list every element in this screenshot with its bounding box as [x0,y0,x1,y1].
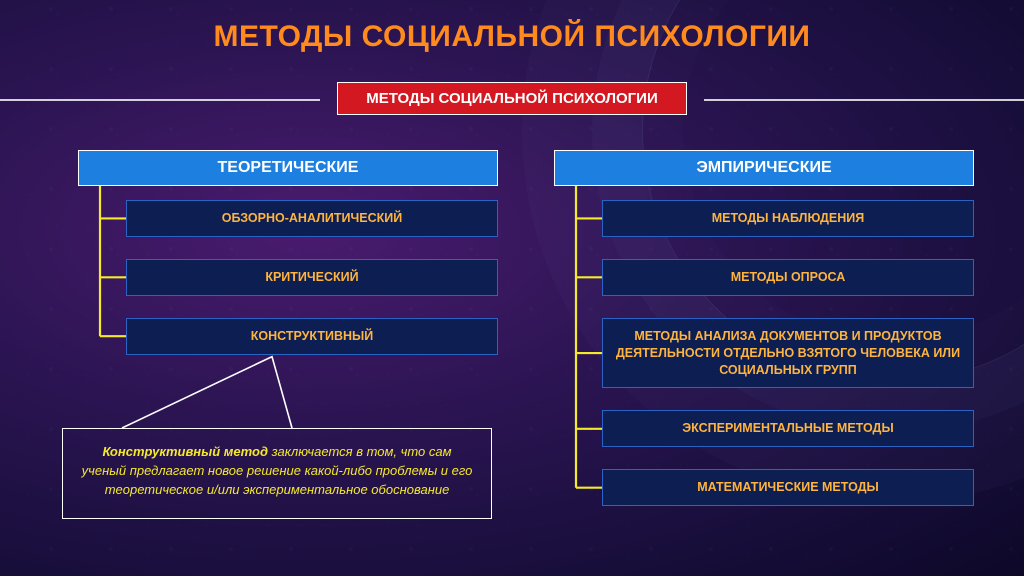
callout-term: Конструктивный метод [102,444,268,459]
empirical-item: МЕТОДЫ ОПРОСА [602,259,974,296]
subtitle-box: МЕТОДЫ СОЦИАЛЬНОЙ ПСИХОЛОГИИ [337,82,687,115]
theoretical-item: КОНСТРУКТИВНЫЙ [126,318,498,355]
column-header-theoretical: ТЕОРЕТИЧЕСКИЕ [78,150,498,186]
main-title: МЕТОДЫ СОЦИАЛЬНОЙ ПСИХОЛОГИИ [0,20,1024,54]
empirical-item: МЕТОДЫ НАБЛЮДЕНИЯ [602,200,974,237]
column-theoretical: ТЕОРЕТИЧЕСКИЕ ОБЗОРНО-АНАЛИТИЧЕСКИЙ КРИТИ… [78,150,498,377]
theoretical-item: ОБЗОРНО-АНАЛИТИЧЕСКИЙ [126,200,498,237]
column-empirical: ЭМПИРИЧЕСКИЕ МЕТОДЫ НАБЛЮДЕНИЯ МЕТОДЫ ОПР… [554,150,974,528]
subtitle-wrap: МЕТОДЫ СОЦИАЛЬНОЙ ПСИХОЛОГИИ [0,82,1024,115]
empirical-item: ЭКСПЕРИМЕНТАЛЬНЫЕ МЕТОДЫ [602,410,974,447]
empirical-item: МАТЕМАТИЧЕСКИЕ МЕТОДЫ [602,469,974,506]
empirical-item: МЕТОДЫ АНАЛИЗА ДОКУМЕНТОВ И ПРОДУКТОВ ДЕ… [602,318,974,389]
slide: МЕТОДЫ СОЦИАЛЬНОЙ ПСИХОЛОГИИ МЕТОДЫ СОЦИ… [0,0,1024,576]
callout-definition: Конструктивный метод заключается в том, … [62,428,492,519]
column-header-empirical: ЭМПИРИЧЕСКИЕ [554,150,974,186]
theoretical-item: КРИТИЧЕСКИЙ [126,259,498,296]
